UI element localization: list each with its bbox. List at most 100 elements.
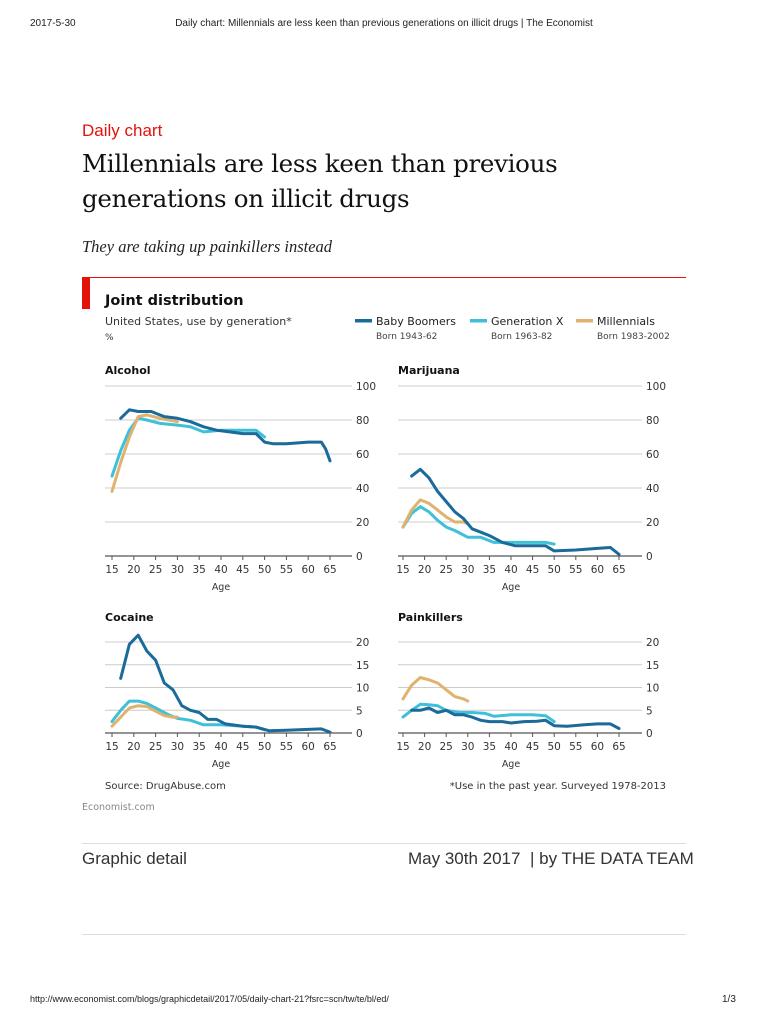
x-tick-label: 45 (526, 741, 539, 753)
series-line-millennials (110, 704, 179, 728)
divider (82, 934, 686, 935)
series-line-baby-boomers (410, 467, 621, 556)
y-tick-label: 0 (646, 551, 653, 563)
y-tick-label: 0 (356, 728, 363, 740)
panel-title: Painkillers (398, 611, 463, 624)
panel-cocaine: Cocaine 0 5 10 15 20 15 20 25 30 35 40 45 50 55 60 65 Age (105, 611, 369, 770)
x-axis-label: Age (502, 759, 521, 770)
x-tick-label: 25 (149, 564, 162, 576)
section-link[interactable]: Graphic detail (82, 849, 187, 868)
x-tick-label: 60 (591, 741, 604, 753)
panel-title: Cocaine (105, 611, 154, 624)
y-tick-label: 5 (646, 705, 653, 717)
panel-title: Alcohol (105, 364, 151, 377)
legend: Baby Boomers Born 1943-62 Generation X Born… (355, 315, 670, 342)
publish-date: May 30th 2017 (408, 849, 521, 868)
x-tick-label: 55 (280, 741, 293, 753)
x-tick-label: 15 (396, 741, 409, 753)
legend-sublabel: Born 1983-2002 (597, 332, 670, 342)
legend-label: Baby Boomers (376, 315, 456, 328)
x-tick-label: 40 (214, 564, 227, 576)
footnote: *Use in the past year. Surveyed 1978-201… (450, 781, 666, 792)
x-tick-label: 30 (171, 741, 184, 753)
x-tick-label: 30 (461, 564, 474, 576)
legend-swatch (470, 319, 487, 323)
x-tick-label: 50 (258, 564, 271, 576)
figure-subtitle: United States, use by generation* (105, 315, 292, 328)
series-line-millennials (110, 413, 179, 493)
x-tick-label: 30 (171, 564, 184, 576)
print-page-number: 1/3 (722, 994, 736, 1005)
x-axis-label: Age (212, 759, 231, 770)
x-tick-label: 15 (105, 564, 118, 576)
panel-painkillers: Painkillers 0 5 10 15 20 15 20 25 30 35 40 45 50 55 60 6… (396, 611, 659, 770)
x-tick-label: 50 (548, 564, 561, 576)
x-tick-label: 65 (323, 564, 336, 576)
legend-label: Millennials (597, 315, 655, 328)
x-tick-label: 30 (461, 741, 474, 753)
x-tick-label: 20 (127, 741, 140, 753)
y-tick-label: 40 (646, 483, 659, 495)
y-tick-label: 20 (356, 517, 369, 529)
x-tick-label: 35 (193, 564, 206, 576)
y-tick-label: 20 (356, 637, 369, 649)
x-tick-label: 60 (591, 564, 604, 576)
y-tick-label: 60 (646, 449, 659, 461)
x-tick-label: 15 (396, 564, 409, 576)
y-tick-label: 15 (646, 660, 659, 672)
x-tick-label: 45 (236, 741, 249, 753)
x-tick-label: 40 (504, 741, 517, 753)
source-note: Source: DrugAbuse.com (105, 781, 226, 792)
byline[interactable]: | by THE DATA TEAM (530, 849, 694, 868)
x-tick-label: 20 (127, 564, 140, 576)
print-page-title: Daily chart: Millennials are less keen t… (175, 18, 593, 29)
x-tick-label: 50 (258, 741, 271, 753)
legend-sublabel: Born 1963-82 (491, 332, 552, 342)
x-tick-label: 20 (418, 741, 431, 753)
series-line-baby-boomers (119, 408, 332, 463)
legend-sublabel: Born 1943-62 (376, 332, 437, 342)
article-title: Millennials are less keen than previous … (82, 149, 558, 213)
x-tick-label: 25 (149, 741, 162, 753)
x-tick-label: 55 (569, 564, 582, 576)
x-tick-label: 35 (483, 564, 496, 576)
x-axis-label: Age (212, 582, 231, 593)
x-tick-label: 15 (105, 741, 118, 753)
y-tick-label: 10 (646, 683, 659, 695)
kicker[interactable]: Daily chart (82, 121, 163, 140)
series-line-generation-x (401, 702, 556, 724)
y-tick-label: 100 (646, 381, 666, 393)
economist-logo: Economist.com (82, 802, 155, 813)
top-red-rule (82, 277, 686, 278)
panel-marijuana: Marijuana 0 20 40 60 80 100 15 20 25 30 35 40 45 50 55 6… (396, 364, 666, 593)
series-line-baby-boomers (410, 706, 621, 730)
y-tick-label: 60 (356, 449, 369, 461)
y-tick-label: 5 (356, 705, 363, 717)
x-tick-label: 45 (236, 564, 249, 576)
legend-item: Millennials Born 1983-2002 (576, 315, 670, 342)
y-tick-label: 80 (646, 415, 659, 427)
x-tick-label: 65 (323, 741, 336, 753)
print-date: 2017-5-30 (30, 18, 76, 29)
x-tick-label: 25 (440, 741, 453, 753)
legend-item: Baby Boomers Born 1943-62 (355, 315, 456, 342)
red-tab (82, 278, 90, 309)
x-tick-label: 65 (612, 564, 625, 576)
x-tick-label: 40 (214, 741, 227, 753)
y-tick-label: 0 (356, 551, 363, 563)
figure-title: Joint distribution (104, 293, 244, 309)
x-tick-label: 50 (548, 741, 561, 753)
y-tick-label: 20 (646, 637, 659, 649)
x-tick-label: 40 (504, 564, 517, 576)
y-tick-label: 80 (356, 415, 369, 427)
panel-alcohol: Alcohol 0 20 40 60 80 100 15 20 25 30 35 40 45 50 55 60 6… (105, 364, 376, 593)
x-tick-label: 25 (440, 564, 453, 576)
divider (82, 843, 686, 844)
x-tick-label: 35 (483, 741, 496, 753)
panel-title: Marijuana (398, 364, 460, 377)
y-tick-label: 0 (646, 728, 653, 740)
x-tick-label: 45 (526, 564, 539, 576)
series-line-generation-x (110, 416, 267, 478)
print-url[interactable]: http://www.economist.com/blogs/graphicde… (30, 994, 389, 1004)
